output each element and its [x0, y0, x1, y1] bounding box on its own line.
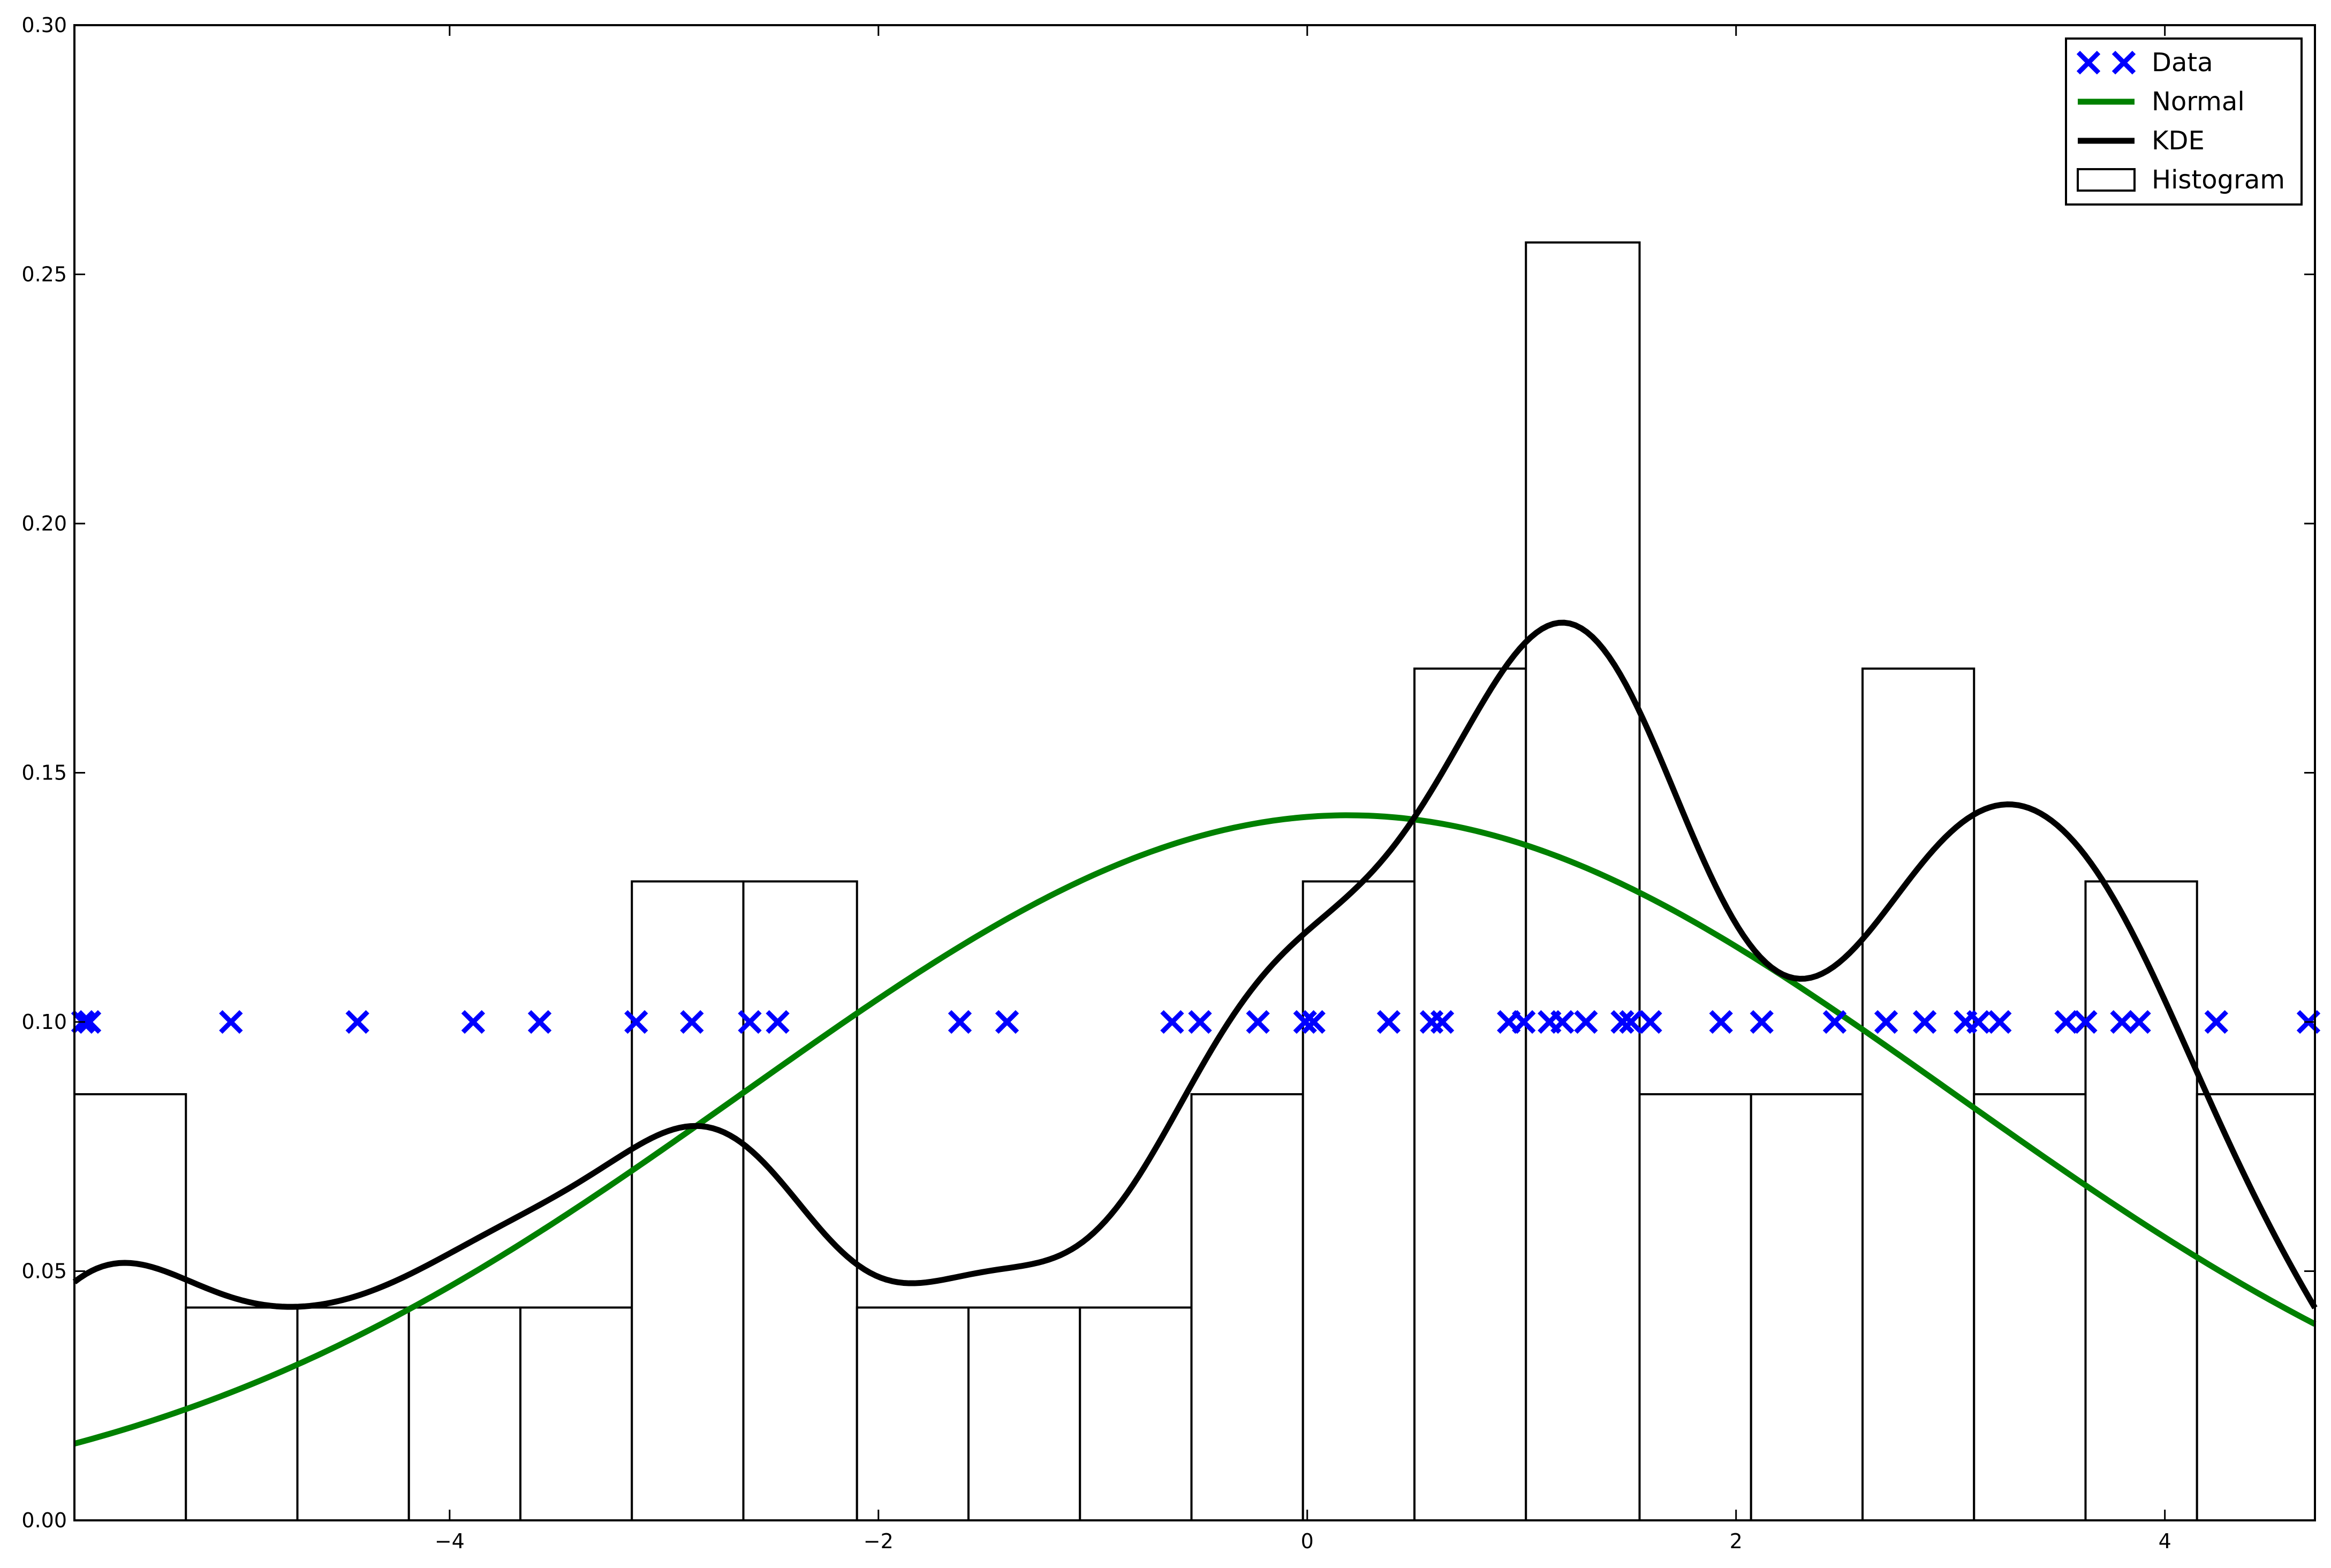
data-markers	[71, 1010, 2321, 1034]
y-tick-label: 0.10	[21, 1010, 67, 1034]
data-point-marker	[1750, 1010, 1774, 1034]
data-point-marker	[738, 1010, 762, 1034]
histogram-bar	[296, 1306, 410, 1521]
data-point-marker	[1574, 1010, 1598, 1034]
legend-label-kde: KDE	[2152, 126, 2205, 156]
histogram-bar	[967, 1306, 1081, 1521]
histogram-bar	[1638, 1093, 1752, 1521]
histogram-bars	[73, 241, 2316, 1521]
kde-curve	[72, 619, 2318, 1310]
data-point-marker	[766, 1010, 790, 1034]
histogram-bar	[1079, 1306, 1193, 1521]
data-point-marker	[1822, 1010, 1847, 1034]
data-point-marker	[1912, 1010, 1937, 1034]
data-point-marker	[995, 1010, 1019, 1034]
data-point-marker	[2204, 1010, 2228, 1034]
histogram-bar	[2196, 1093, 2316, 1521]
y-tick-label: 0.25	[21, 263, 67, 286]
data-point-marker	[1966, 1010, 1991, 1034]
histogram-bar	[631, 880, 745, 1521]
histogram-bar	[1973, 1093, 2087, 1521]
data-point-marker	[1301, 1010, 1326, 1034]
x-tick-label: 0	[1301, 1529, 1314, 1553]
data-point-marker	[948, 1010, 972, 1034]
data-point-marker	[1619, 1010, 1643, 1034]
data-point-marker	[1610, 1010, 1634, 1034]
data-point-marker	[1874, 1010, 1898, 1034]
data-point-marker	[2054, 1010, 2078, 1034]
data-point-marker	[1638, 1010, 1662, 1034]
data-point-marker	[2127, 1010, 2151, 1034]
histogram-bar	[407, 1306, 521, 1521]
data-point-marker	[1293, 1010, 1317, 1034]
legend-label-normal: Normal	[2152, 87, 2245, 117]
histogram-bar	[1413, 667, 1527, 1521]
histogram-bar	[1190, 1093, 1304, 1521]
data-point-marker	[1246, 1010, 1270, 1034]
data-point-marker	[1376, 1010, 1401, 1034]
histogram-bar	[1750, 1093, 1864, 1521]
data-point-marker	[219, 1010, 243, 1034]
histogram-bar	[73, 1093, 187, 1521]
data-point-marker	[527, 1010, 552, 1034]
data-point-marker	[1709, 1010, 1733, 1034]
legend-label-data: Data	[2152, 48, 2213, 78]
data-point-marker	[680, 1010, 704, 1034]
legend-histogram-swatch	[2077, 168, 2136, 192]
y-tick-label: 0.00	[21, 1509, 67, 1532]
curves	[72, 619, 2318, 1447]
x-tick-label: −2	[864, 1529, 894, 1553]
data-point-marker	[1430, 1010, 1455, 1034]
data-point-marker	[624, 1010, 648, 1034]
data-point-marker	[1188, 1010, 1212, 1034]
legend-data-marker	[2111, 50, 2136, 75]
y-tick-label: 0.05	[21, 1260, 67, 1283]
histogram-bar	[2084, 880, 2198, 1521]
x-tick-label: 2	[1730, 1529, 1743, 1553]
histogram-bar	[519, 1306, 633, 1521]
histogram-bar	[185, 1306, 299, 1521]
legend-label-histogram: Histogram	[2152, 165, 2285, 195]
legend: Data Normal KDE Histogram	[2065, 37, 2303, 206]
data-point-marker	[2110, 1010, 2134, 1034]
x-tick-label: −4	[435, 1529, 465, 1553]
y-tick-label: 0.30	[21, 13, 67, 37]
data-point-marker	[1160, 1010, 1184, 1034]
data-point-marker	[345, 1010, 369, 1034]
y-tick-label: 0.20	[21, 512, 67, 535]
data-point-marker	[2073, 1010, 2098, 1034]
legend-data-marker	[2076, 50, 2101, 75]
data-point-marker	[1988, 1010, 2012, 1034]
histogram-bar	[1301, 880, 1416, 1521]
data-point-marker	[1512, 1010, 1536, 1034]
axis-ticks: −4 −2 0 2 4 0.00 0.05 0.10 0.15 0.20 0.25 0.30	[21, 13, 2315, 1553]
data-point-marker	[77, 1010, 102, 1034]
x-tick-label: 4	[2159, 1529, 2171, 1553]
y-tick-label: 0.15	[21, 761, 67, 785]
histogram-bar	[856, 1306, 970, 1521]
data-point-marker	[461, 1010, 486, 1034]
normal-curve	[73, 812, 2317, 1447]
data-point-marker	[1550, 1010, 1575, 1034]
